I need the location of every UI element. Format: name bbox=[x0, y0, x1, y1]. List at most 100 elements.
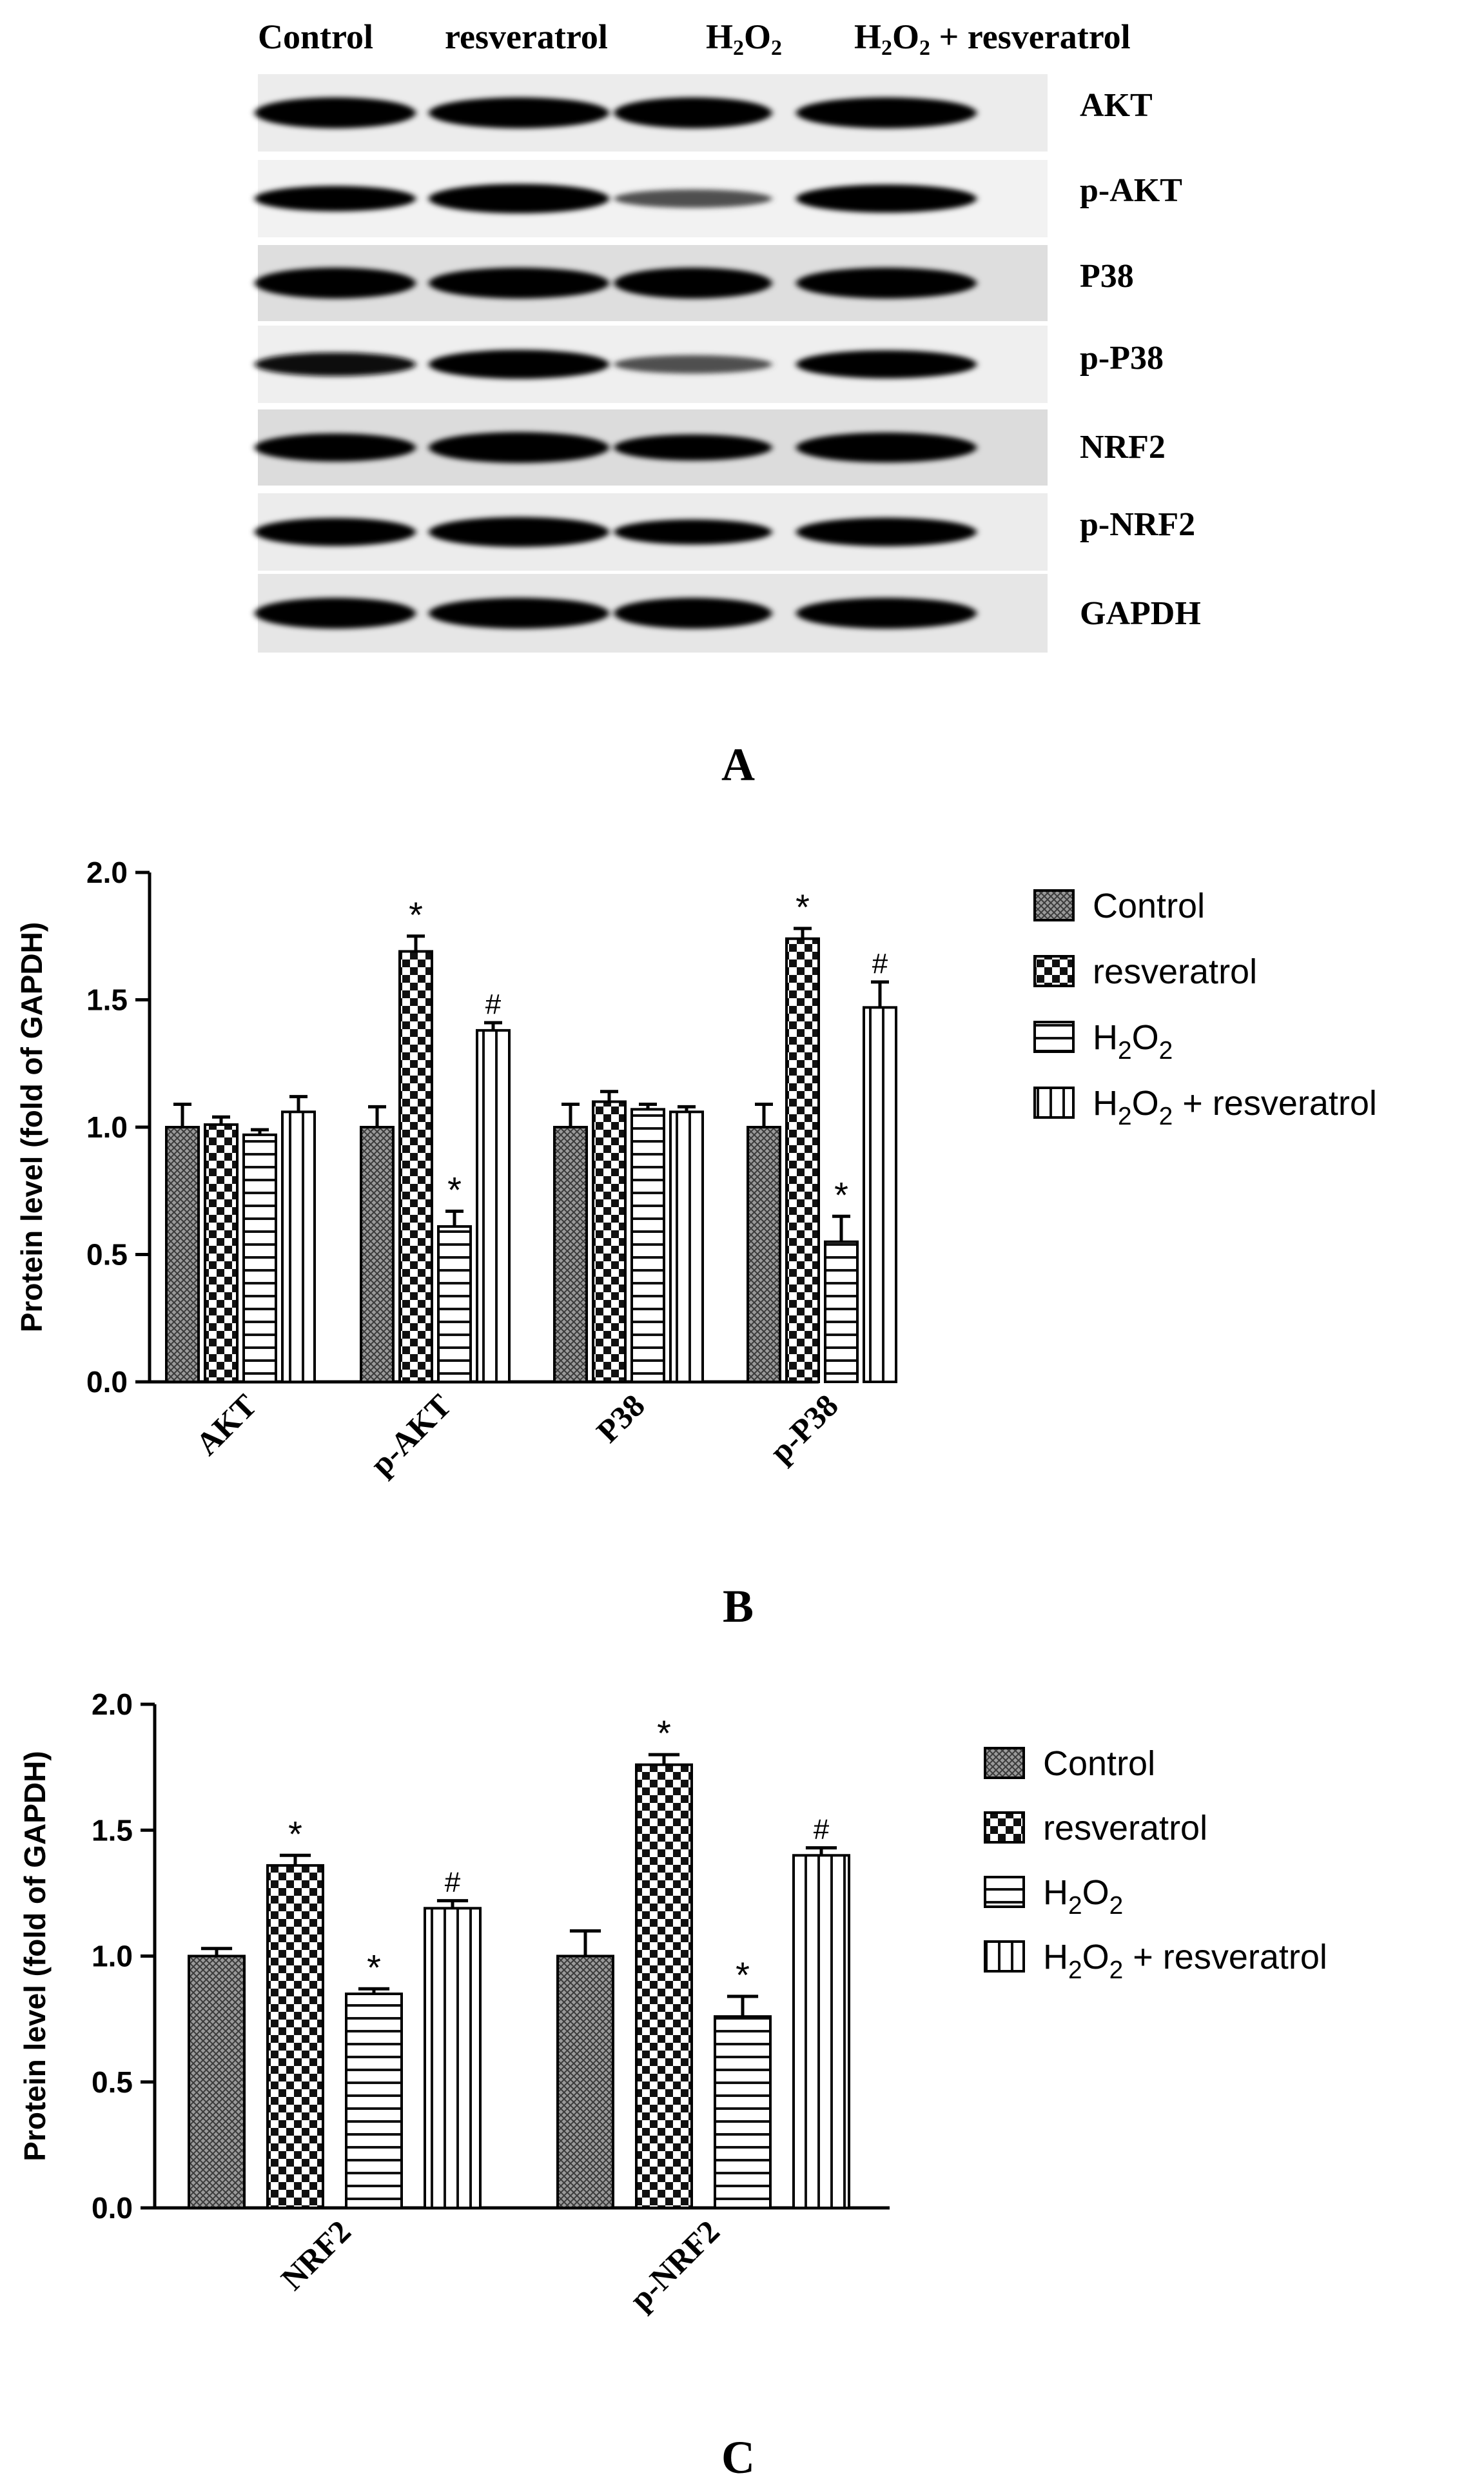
significance-mark: # bbox=[814, 1814, 830, 1845]
legend-swatch bbox=[1033, 889, 1075, 921]
legend-label: Control bbox=[1043, 1744, 1155, 1783]
blot-band bbox=[255, 433, 416, 462]
lane-label: Control bbox=[258, 17, 373, 56]
bar bbox=[165, 1126, 200, 1383]
y-tick-label: 0.5 bbox=[92, 2065, 133, 2099]
blot-band bbox=[614, 189, 772, 208]
lane-labels: Control resveratrol H2O2 H2O2 + resveratrol bbox=[258, 17, 1131, 60]
significance-mark: * bbox=[657, 1713, 671, 1753]
significance-mark: * bbox=[288, 1813, 302, 1854]
band-label: GAPDH bbox=[1080, 595, 1201, 632]
blot-band bbox=[796, 184, 977, 213]
blot-strips bbox=[255, 74, 1048, 653]
blot-band bbox=[429, 268, 609, 299]
blot-band bbox=[429, 598, 609, 629]
legend-label: resveratrol bbox=[1043, 1809, 1207, 1847]
x-tick-label: p-AKT bbox=[363, 1387, 458, 1482]
x-tick-label: p-NRF2 bbox=[622, 2213, 726, 2317]
blot-band bbox=[255, 518, 416, 546]
legend: Control resveratrol H2O2 H2O2 + resveratrol bbox=[1033, 887, 1377, 1130]
significance-mark: * bbox=[367, 1947, 381, 1987]
legend-label: H2O2 + resveratrol bbox=[1093, 1084, 1377, 1130]
bar bbox=[785, 937, 820, 1383]
bar bbox=[669, 1110, 704, 1384]
blot-band bbox=[796, 350, 977, 379]
y-axis-label: Protein level (fold of GAPDH) bbox=[18, 1751, 52, 2161]
legend-label: H2O2 bbox=[1043, 1873, 1123, 1920]
bar bbox=[792, 1854, 850, 2210]
bar bbox=[556, 1954, 614, 2209]
band-labels: AKT p-AKT P38 p-P38 NRF2 p-NRF2 GAPDH bbox=[1080, 87, 1201, 632]
significance-mark: # bbox=[485, 989, 502, 1020]
bar-chart-b: 0.0 0.5 1.0 1.5 2.0 Protein level (fold of GA… bbox=[15, 856, 1377, 1632]
blot-band bbox=[614, 268, 772, 299]
blot-band bbox=[796, 432, 977, 463]
blot-band bbox=[429, 349, 609, 379]
bar bbox=[476, 1028, 511, 1383]
legend-swatch bbox=[1033, 955, 1075, 987]
bar bbox=[345, 1993, 403, 2209]
legend-label: Control bbox=[1093, 887, 1205, 925]
legend-label: H2O2 + resveratrol bbox=[1043, 1938, 1327, 1984]
y-tick-label: 0.0 bbox=[86, 1365, 128, 1399]
blot-band bbox=[796, 517, 977, 547]
y-tick-label: 1.0 bbox=[86, 1110, 128, 1144]
blot-band bbox=[255, 268, 416, 299]
bar bbox=[553, 1126, 588, 1383]
blot-band bbox=[255, 352, 416, 377]
significance-mark: * bbox=[736, 1954, 750, 1995]
panel-label-a: A bbox=[721, 739, 755, 791]
blot-band bbox=[614, 355, 772, 374]
bars: * * # * * # bbox=[165, 887, 897, 1384]
y-tick-label: 2.0 bbox=[92, 1688, 133, 1721]
lane-label: H2O2 bbox=[706, 17, 782, 60]
bar bbox=[747, 1126, 781, 1383]
bar bbox=[360, 1126, 395, 1383]
panel-label: C bbox=[721, 2432, 755, 2480]
x-tick-label: NRF2 bbox=[274, 2213, 358, 2297]
y-axis-label: Protein level (fold of GAPDH) bbox=[15, 922, 48, 1332]
blot-band bbox=[255, 186, 416, 212]
western-blot-panel: Control resveratrol H2O2 H2O2 + resveratrol… bbox=[255, 17, 1201, 791]
blot-band bbox=[614, 598, 772, 629]
legend-swatch bbox=[984, 1811, 1025, 1844]
legend: Control resveratrol H2O2 H2O2 + resveratrol bbox=[984, 1744, 1327, 1984]
significance-mark: * bbox=[409, 894, 423, 935]
bar bbox=[863, 1006, 897, 1383]
bar bbox=[437, 1225, 472, 1384]
bars: * * # * * # bbox=[188, 1713, 850, 2210]
blot-band bbox=[614, 97, 772, 128]
band-label: p-AKT bbox=[1080, 172, 1182, 209]
blot-band bbox=[796, 97, 977, 128]
band-label: p-P38 bbox=[1080, 340, 1164, 377]
blot-band bbox=[429, 97, 609, 128]
x-tick-label: P38 bbox=[589, 1387, 652, 1450]
legend-swatch bbox=[1033, 1021, 1075, 1053]
blot-band bbox=[255, 97, 416, 128]
y-tick-label: 1.0 bbox=[92, 1940, 133, 1973]
y-tick-label: 1.5 bbox=[86, 983, 128, 1017]
blot-band bbox=[614, 434, 772, 461]
significance-mark: * bbox=[796, 887, 810, 927]
y-tick-label: 0.0 bbox=[92, 2191, 133, 2225]
bar bbox=[398, 950, 433, 1383]
panel-label: B bbox=[723, 1580, 754, 1632]
bar bbox=[266, 1864, 324, 2209]
legend-swatch bbox=[1033, 1087, 1075, 1119]
bar bbox=[204, 1123, 239, 1384]
bar bbox=[824, 1240, 859, 1383]
legend-label: resveratrol bbox=[1093, 952, 1257, 991]
blot-band bbox=[614, 519, 772, 545]
y-tick-label: 0.5 bbox=[86, 1238, 128, 1272]
bar-chart-c: 0.0 0.5 1.0 1.5 2.0 Protein level (fold of GA… bbox=[18, 1688, 1327, 2480]
significance-mark: # bbox=[445, 1867, 461, 1898]
legend-swatch bbox=[984, 1876, 1025, 1908]
band-label: P38 bbox=[1080, 258, 1134, 295]
bar bbox=[714, 2015, 772, 2209]
y-tick-label: 1.5 bbox=[92, 1813, 133, 1847]
x-tick-label: AKT bbox=[189, 1387, 264, 1462]
blot-band bbox=[429, 184, 609, 213]
blot-band bbox=[429, 432, 609, 463]
x-tick-label: p-P38 bbox=[763, 1387, 845, 1470]
bar bbox=[281, 1110, 316, 1384]
